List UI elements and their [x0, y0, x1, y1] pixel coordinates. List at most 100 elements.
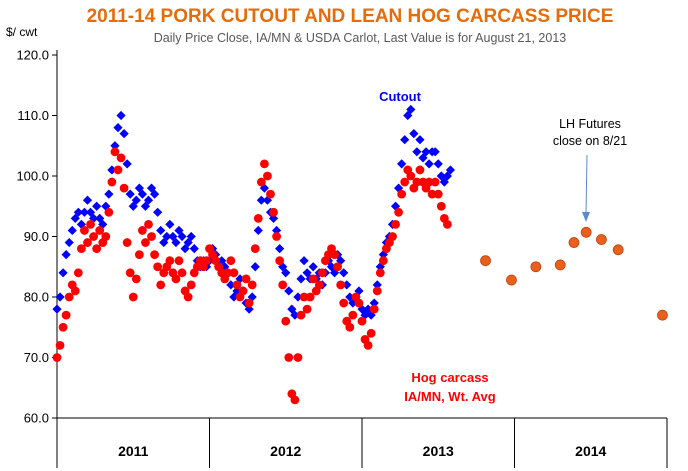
futures-point [580, 226, 592, 238]
cutout-point [409, 129, 419, 139]
cutout-point [342, 280, 352, 290]
hog-point [101, 232, 111, 241]
futures-point [530, 261, 542, 273]
hog-point [372, 286, 382, 296]
hog-point [369, 304, 379, 314]
cutout-point [433, 159, 443, 169]
hog-point [357, 316, 367, 326]
hog-point [134, 250, 144, 260]
hog-point [253, 213, 263, 223]
hog-point [330, 250, 339, 260]
plot-area [52, 104, 668, 405]
hog-point [284, 353, 294, 362]
hog-point [354, 298, 364, 308]
hog-point [55, 341, 65, 350]
hog-point [174, 256, 184, 266]
y-axis-label: $/ cwt [6, 25, 38, 39]
chart-subtitle: Daily Price Close, IA/MN & USDA Carlot, … [154, 31, 566, 45]
cutout-point [378, 250, 388, 260]
cutout-point [439, 177, 449, 187]
cutout-point [436, 171, 446, 181]
hog-point [83, 238, 92, 247]
hog-point [238, 286, 248, 296]
hog-point [244, 298, 254, 308]
cutout-point [287, 304, 297, 314]
chart-title-prefix: 2011-14 [87, 6, 156, 27]
futures-point [596, 234, 607, 245]
hog-point [89, 232, 98, 241]
y-tick-label: 120.0 [16, 48, 49, 63]
cutout-point [369, 298, 379, 308]
hog-point [391, 220, 400, 229]
cutout-point [412, 147, 422, 157]
hog-point [95, 226, 105, 235]
hog-point [223, 268, 233, 278]
annotation-cutout: Cutout [379, 89, 422, 104]
futures-point [506, 274, 517, 286]
cutout-point [272, 225, 282, 236]
cutout-point [406, 104, 416, 115]
hog-point [150, 250, 160, 260]
hog-point [156, 280, 166, 290]
hog-point [424, 177, 434, 187]
cutout-point [281, 268, 291, 278]
hog-point [333, 262, 342, 272]
hog-point [296, 310, 306, 320]
hog-point [256, 177, 266, 187]
hog-point [397, 189, 407, 199]
hog-point [80, 226, 89, 235]
futures-point [568, 237, 580, 248]
hog-point [125, 268, 135, 278]
hog-point [61, 310, 71, 320]
hog-point [119, 183, 129, 193]
hog-point [305, 292, 315, 302]
cutout-point [284, 286, 294, 296]
hog-point [443, 220, 452, 229]
cutout-point [397, 159, 407, 169]
cutout-point [58, 268, 68, 278]
hog-point [348, 310, 358, 320]
cutout-point [415, 135, 425, 145]
cutout-point [165, 219, 175, 229]
cutout-point [348, 298, 358, 308]
cutout-point [52, 304, 62, 314]
hog-point [308, 274, 318, 284]
cutout-point [143, 195, 154, 205]
hog-point [266, 189, 275, 199]
x-category-label: 2014 [575, 443, 606, 459]
cutout-point [302, 268, 312, 278]
hog-point [232, 280, 242, 290]
cutout-point [64, 237, 74, 248]
futures-point [554, 259, 566, 271]
hog-point [107, 177, 117, 187]
futures-point [612, 244, 624, 256]
hog-point [406, 171, 416, 181]
annotations: Cutout Hog carcass IA/MN, Wt. Avg LH Future… [379, 89, 627, 404]
hog-point [427, 189, 437, 199]
hog-point [131, 274, 141, 284]
cutout-point [67, 225, 77, 236]
cutout-point [82, 195, 93, 205]
cutout-point [339, 268, 349, 278]
hog-point [247, 280, 257, 290]
futures-point [480, 255, 491, 267]
hog-point [302, 304, 312, 314]
cutout-point [150, 189, 160, 199]
hog-point [86, 220, 95, 229]
hog-point [250, 244, 260, 254]
cutout-point [137, 189, 147, 199]
cutout-point [400, 135, 410, 145]
hog-point [141, 238, 150, 247]
cutout-point [177, 231, 187, 242]
cutout-point [122, 159, 132, 169]
hog-point [229, 268, 239, 278]
hog-point [122, 238, 132, 247]
cutout-point [360, 310, 370, 320]
y-tick-label: 100.0 [16, 169, 49, 184]
hog-point [147, 232, 156, 241]
cutout-point [308, 262, 318, 272]
cutout-point [171, 237, 181, 248]
hog-point [165, 256, 175, 266]
cutout-point [61, 250, 71, 260]
cutout-point [125, 189, 135, 199]
